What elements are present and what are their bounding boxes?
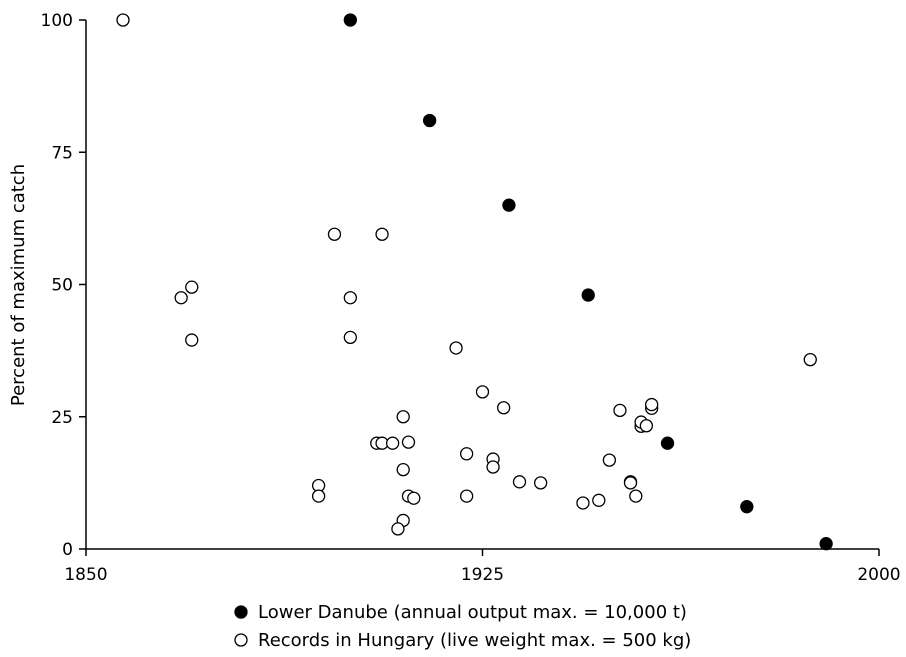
- legend-label-lower-danube: Lower Danube (annual output max. = 10,00…: [258, 602, 687, 623]
- point-records-hungary: [401, 435, 416, 449]
- point-records-hungary: [391, 522, 405, 536]
- point-records-hungary: [512, 475, 527, 489]
- x-tick-label: 1925: [461, 565, 504, 585]
- y-tick-label: 0: [62, 540, 73, 560]
- point-records-hungary: [645, 397, 659, 412]
- point-records-hungary: [375, 227, 389, 241]
- point-records-hungary: [459, 489, 474, 503]
- point-records-hungary: [534, 476, 548, 490]
- point-records-hungary: [486, 460, 500, 474]
- data-points: [116, 13, 833, 551]
- point-records-hungary: [311, 489, 326, 503]
- point-lower-danube: [819, 537, 833, 551]
- point-records-hungary: [602, 453, 617, 467]
- point-records-hungary: [174, 291, 188, 305]
- legend-marker-records-hungary: [234, 633, 248, 647]
- y-tick-label: 25: [51, 408, 73, 428]
- y-ticks: 0 25 50 75 100: [41, 11, 86, 560]
- legend: Lower Danube (annual output max. = 10,00…: [234, 602, 691, 651]
- point-lower-danube: [581, 288, 595, 302]
- axes: [85, 20, 879, 550]
- legend-label-records-hungary: Records in Hungary (live weight max. = 5…: [258, 630, 691, 651]
- point-lower-danube: [343, 13, 357, 27]
- point-records-hungary: [343, 330, 357, 345]
- point-records-hungary: [396, 462, 410, 477]
- point-records-hungary: [449, 341, 463, 355]
- point-lower-danube: [660, 436, 675, 450]
- point-records-hungary: [185, 280, 199, 294]
- x-tick-label: 1850: [64, 565, 107, 585]
- point-records-hungary: [396, 410, 410, 424]
- x-tick-label: 2000: [857, 565, 900, 585]
- y-tick-label: 50: [51, 276, 73, 296]
- y-axis-title: Percent of maximum catch: [8, 164, 29, 406]
- y-tick-label: 100: [41, 11, 73, 31]
- point-records-hungary: [343, 291, 357, 305]
- point-records-hungary: [639, 419, 654, 433]
- point-records-hungary: [496, 401, 511, 415]
- point-records-hungary: [327, 227, 342, 241]
- point-records-hungary: [629, 489, 643, 503]
- point-lower-danube: [502, 198, 516, 212]
- point-records-hungary: [116, 13, 130, 27]
- point-records-hungary: [613, 403, 627, 418]
- point-records-hungary: [459, 447, 474, 461]
- point-records-hungary: [385, 436, 400, 450]
- point-records-hungary: [475, 385, 490, 399]
- point-records-hungary: [803, 352, 817, 367]
- point-lower-danube: [422, 113, 437, 128]
- legend-marker-lower-danube: [234, 605, 248, 619]
- point-records-hungary: [407, 491, 421, 505]
- y-tick-label: 75: [51, 143, 73, 163]
- point-records-hungary: [623, 476, 638, 490]
- point-records-hungary: [576, 496, 590, 510]
- point-records-hungary: [185, 333, 199, 347]
- point-records-hungary: [592, 493, 606, 507]
- x-ticks: 1850 1925 2000: [64, 549, 901, 585]
- point-lower-danube: [740, 500, 754, 514]
